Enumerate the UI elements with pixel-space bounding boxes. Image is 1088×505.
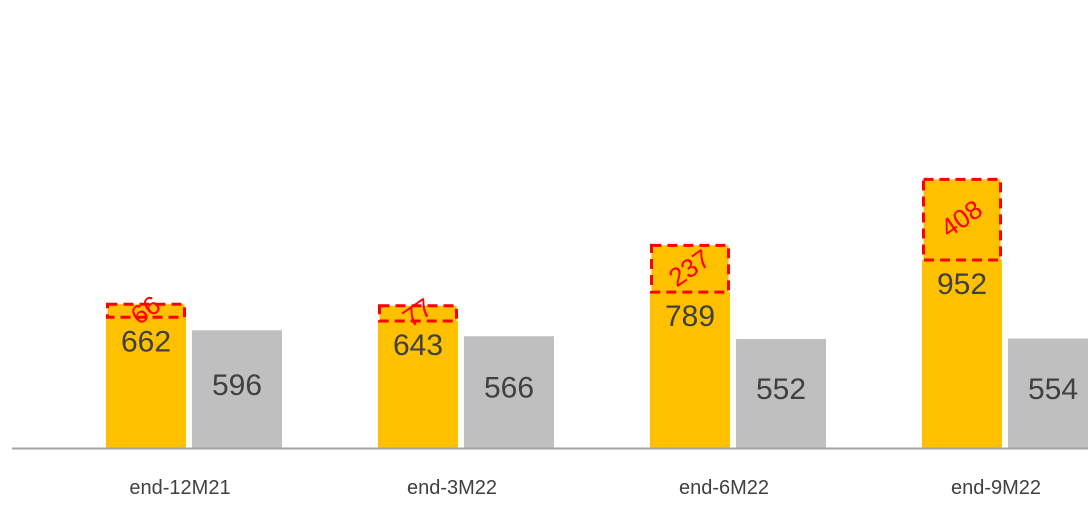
data-label-base: 662	[121, 325, 171, 358]
data-label-base: 952	[937, 268, 987, 301]
category-label: end-9M22	[951, 477, 1041, 499]
bar-delta	[106, 302, 186, 319]
category-label: end-12M21	[129, 477, 230, 499]
bar-other	[736, 338, 826, 448]
data-label-other: 552	[756, 373, 806, 406]
bar-other	[192, 330, 282, 448]
bar-base	[378, 321, 458, 448]
bar-other	[464, 336, 554, 448]
bar-base	[650, 292, 730, 448]
data-label-other: 554	[1028, 373, 1078, 406]
data-label-base: 789	[665, 300, 715, 333]
data-label-other: 566	[484, 372, 534, 405]
bar-other	[1008, 338, 1088, 448]
bar-delta	[922, 177, 1002, 262]
bar-delta	[650, 243, 730, 294]
data-label-other: 596	[212, 369, 262, 402]
bars-layer	[106, 177, 1088, 448]
bar-delta	[378, 304, 458, 323]
bar-base	[922, 259, 1002, 448]
category-labels: end-12M21 end-3M22 end-6M22 end-9M22	[129, 477, 1041, 499]
category-label: end-6M22	[679, 477, 769, 499]
bar-base	[106, 317, 186, 448]
data-label-base: 643	[393, 329, 443, 362]
category-label: end-3M22	[407, 477, 497, 499]
